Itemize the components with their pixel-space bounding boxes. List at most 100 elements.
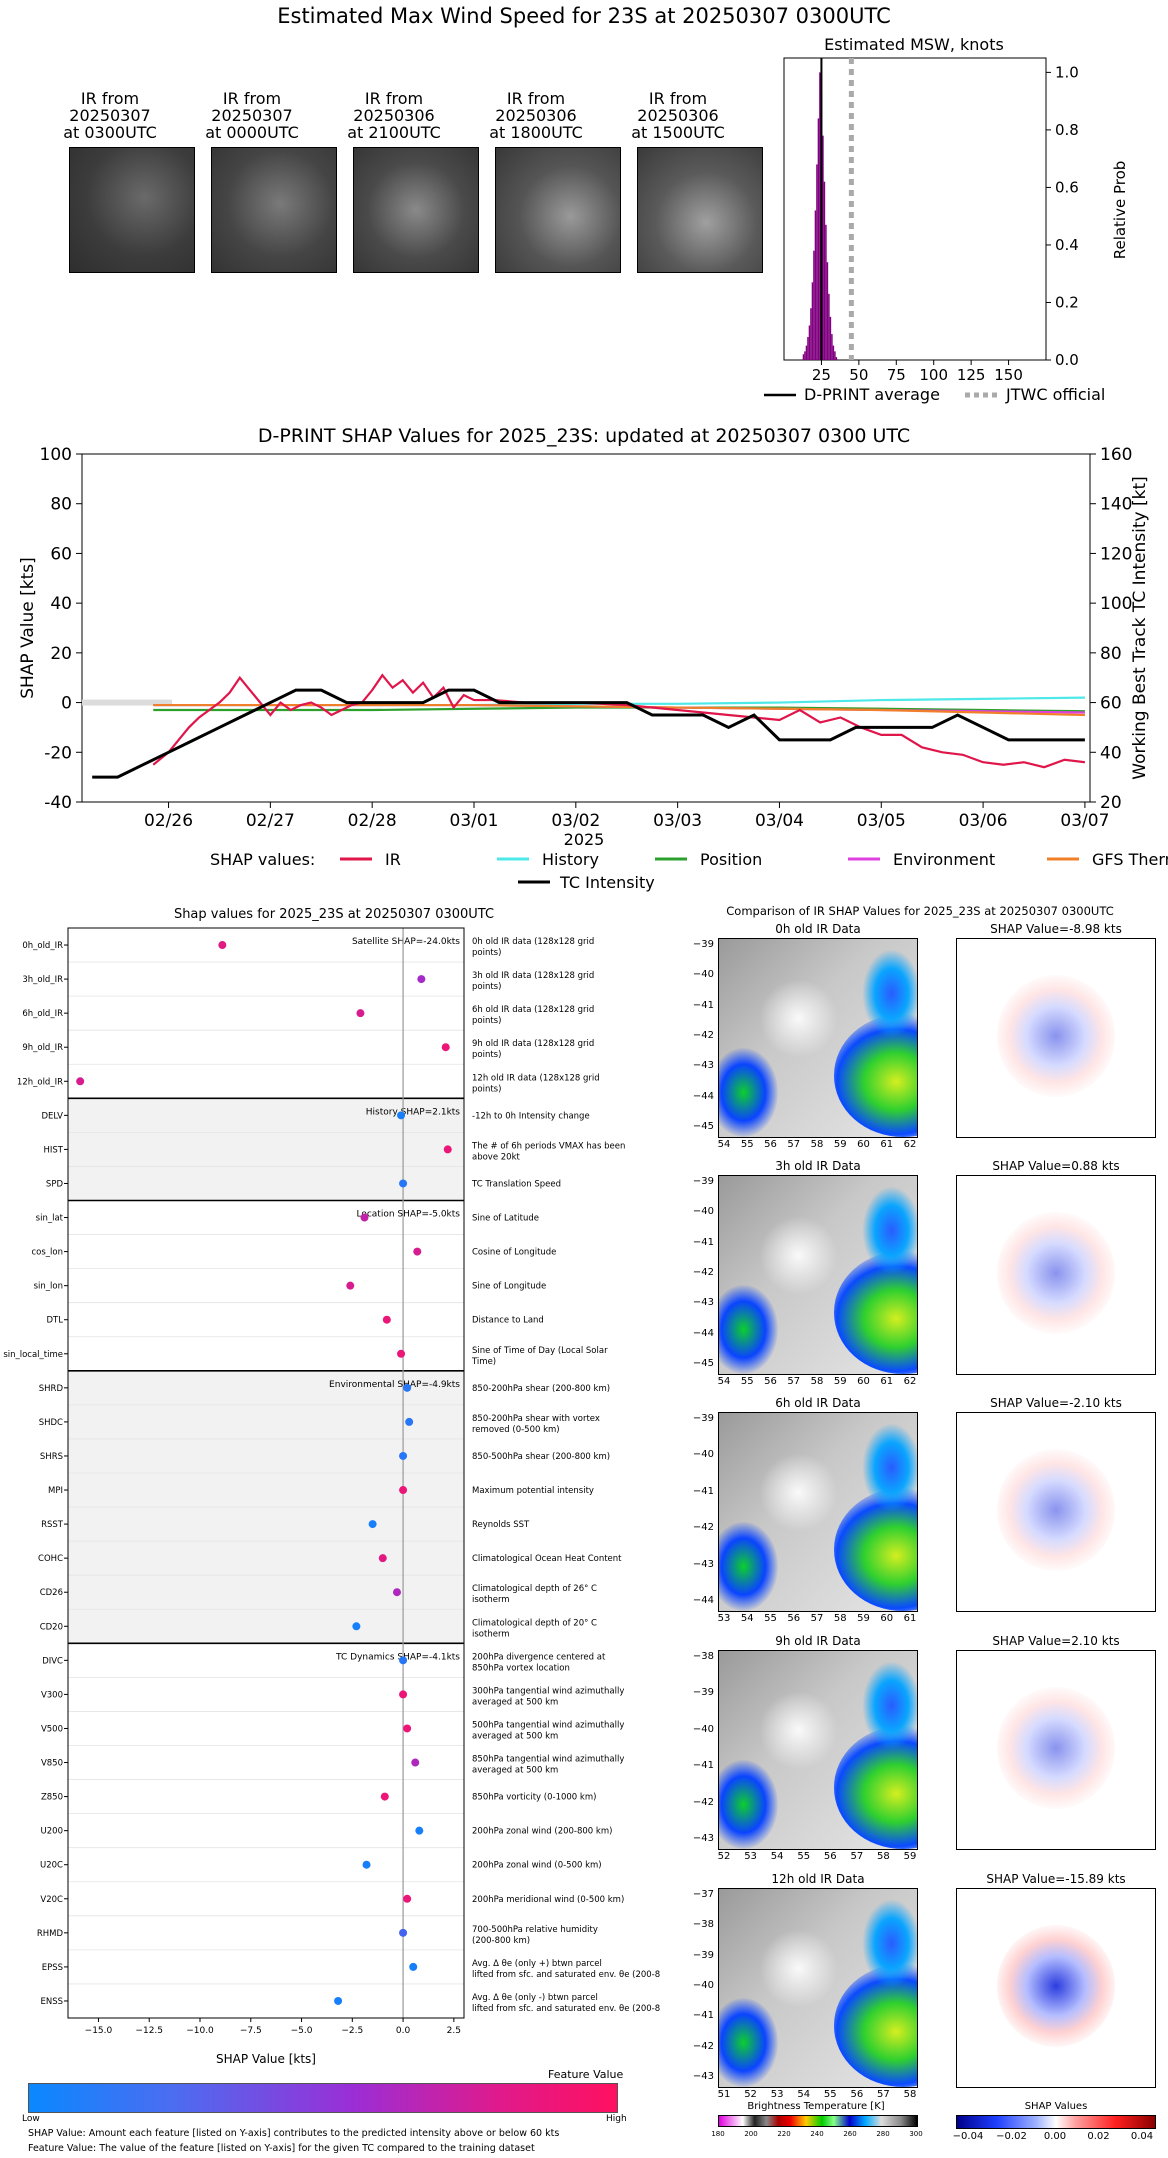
feature-name: SPD xyxy=(46,1179,64,1189)
series-line-ir xyxy=(152,673,1086,769)
ir-map-x-tick-label: 59 xyxy=(903,1851,917,1862)
shap-pattern xyxy=(996,1211,1116,1335)
shap-timeseries: D-PRINT SHAP Values for 2025_23S: update… xyxy=(18,425,1168,892)
ir-map-x-tick-label: 56 xyxy=(764,1376,777,1387)
ir-map-x-tick-label: 58 xyxy=(810,1376,824,1387)
feature-description: (200-800 km) xyxy=(472,1936,530,1946)
feature-description: removed (0-500 km) xyxy=(472,1425,560,1435)
ir-map-x-tick-label: 53 xyxy=(717,1613,731,1624)
feature-name: sin_local_time xyxy=(3,1350,63,1360)
ir-caption-line: 20250307 xyxy=(211,106,293,125)
timeseries-x-tick-label: 03/01 xyxy=(450,811,499,831)
ir-map xyxy=(718,1175,918,1375)
ir-caption: IR from 20250307 at 0300UTC xyxy=(40,90,180,141)
timeseries-y-tick-label-right: 60 xyxy=(1100,694,1122,714)
feature-name: V500 xyxy=(41,1724,63,1734)
legend-label: History xyxy=(542,850,599,869)
feature-description: 850-200hPa shear (200-800 km) xyxy=(472,1384,610,1394)
ir-cloud-region xyxy=(758,978,838,1058)
bt-colorbar-label: Brightness Temperature [K] xyxy=(747,2101,885,2112)
timeseries-x-tick-label: 03/05 xyxy=(857,811,906,831)
histogram-y-ticks: 0.0 0.2 0.4 0.6 0.8 1.0 xyxy=(1046,63,1079,369)
shap-pattern xyxy=(996,974,1116,1098)
ir-image xyxy=(211,147,337,273)
ir-caption-line: IR from xyxy=(506,89,566,108)
ir-map-x-tick-label: 56 xyxy=(850,2089,864,2100)
footnote-feature: Feature Value: The value of the feature … xyxy=(28,2143,535,2154)
feature-description: 200hPa zonal wind (200-800 km) xyxy=(472,1827,612,1837)
feature-shap-point xyxy=(399,1451,408,1460)
feature-shap-point xyxy=(399,1928,408,1937)
ir-map-x-tick-label: 56 xyxy=(823,1851,837,1862)
ir-image xyxy=(353,147,479,273)
feature-value-title: Feature Value xyxy=(548,2068,624,2081)
ir-map-title: 3h old IR Data xyxy=(775,1159,861,1173)
feature-name: V300 xyxy=(41,1690,63,1700)
ir-map-y-tick-label: −43 xyxy=(692,1558,714,1570)
histogram-y-tick-label: 0.8 xyxy=(1055,121,1079,139)
ir-caption-line: IR from xyxy=(364,89,424,108)
zero-band xyxy=(82,699,172,706)
ir-map-title: 0h old IR Data xyxy=(775,922,861,936)
feature-description: 200hPa zonal wind (0-500 km) xyxy=(472,1861,602,1871)
feature-description: 200hPa divergence centered at xyxy=(472,1652,606,1662)
ir-caption-line: at 1800UTC xyxy=(489,123,583,142)
ir-cloud-region xyxy=(719,1521,779,1611)
feature-shap-point xyxy=(417,975,426,984)
feature-chart-body: Satellite SHAP=-24.0kts 0h_old_IR 0h old I… xyxy=(3,927,660,2036)
feature-description: Avg. Δ θe (only -) btwn parcel xyxy=(472,1993,598,2003)
group-shap-label: Location SHAP=-5.0kts xyxy=(356,1210,460,1220)
feature-shap-point xyxy=(413,1247,422,1256)
feature-name: CD20 xyxy=(40,1622,63,1632)
feature-name: Z850 xyxy=(41,1793,63,1803)
ir-map-y-tick-label: −43 xyxy=(692,1297,714,1309)
ir-map-x-tick-label: 58 xyxy=(810,1139,824,1150)
histogram-bar xyxy=(805,345,808,360)
legend-label: TC Intensity xyxy=(559,873,655,892)
ir-map-y-tick-label: −39 xyxy=(692,1413,714,1424)
timeseries-legend: SHAP values: IR History Position Environment… xyxy=(210,850,1168,892)
shap-pattern xyxy=(996,1686,1116,1810)
feature-value-colorbar xyxy=(28,2083,618,2113)
timeseries-xlabel: 2025 xyxy=(564,830,605,849)
feature-name: ENSS xyxy=(40,1997,63,2007)
feature-description: lifted from sfc. and saturated env. θe (… xyxy=(472,1970,660,1980)
ir-map-y-tick-label: −42 xyxy=(692,1522,714,1534)
ir-map-y-tick-label: −42 xyxy=(692,1030,714,1041)
histogram-y-tick-label: 0.0 xyxy=(1055,351,1079,369)
timeseries-lines xyxy=(82,673,1086,779)
feature-description: 500hPa tangential wind azimuthally xyxy=(472,1720,624,1730)
feature-chart-xlabel: SHAP Value [kts] xyxy=(216,2052,316,2066)
ir-map-y-tick-label: −43 xyxy=(692,2071,714,2082)
ir-map-x-tick-label: 58 xyxy=(833,1613,847,1624)
shap-map-title: SHAP Value=0.88 kts xyxy=(992,1159,1120,1173)
ir-map-y-tick-label: −41 xyxy=(692,999,714,1011)
feature-x-tick-label: −12.5 xyxy=(135,2026,163,2036)
histogram-bar xyxy=(823,181,826,360)
bt-tick-label: 240 xyxy=(810,2130,824,2138)
histogram-bar xyxy=(813,250,815,360)
feature-description: 12h old IR data (128x128 grid xyxy=(472,1073,600,1083)
legend-label: Position xyxy=(700,850,762,869)
feature-shap-point xyxy=(411,1758,420,1767)
timeseries-x-tick-label: 02/28 xyxy=(348,811,397,831)
feature-description: 0h old IR data (128x128 grid xyxy=(472,937,594,947)
comparison-title: Comparison of IR SHAP Values for 2025_23… xyxy=(726,904,1114,918)
ir-map-y-tick-label: −42 xyxy=(692,2040,714,2052)
feature-shap-point xyxy=(399,1179,408,1188)
histogram-x-tick-label: 150 xyxy=(994,366,1023,384)
feature-x-tick-label: −10.0 xyxy=(186,2026,214,2036)
ir-map-x-tick-label: 54 xyxy=(797,2089,811,2100)
ir-caption-line: at 1500UTC xyxy=(631,123,725,142)
bt-tick-label: 180 xyxy=(711,2130,725,2138)
feature-description: Cosine of Longitude xyxy=(472,1248,556,1258)
ir-map-x-tick-label: 57 xyxy=(877,2089,890,2100)
feature-description: averaged at 500 km xyxy=(472,1697,558,1707)
ir-map-y-tick-label: −40 xyxy=(692,1449,714,1461)
timeseries-frame xyxy=(81,453,1091,803)
feature-x-tick-label: −15.0 xyxy=(85,2026,113,2036)
feature-name: U20C xyxy=(40,1861,63,1871)
feature-description: Climatological Ocean Heat Content xyxy=(472,1554,622,1564)
ir-map-y-tick-label: −40 xyxy=(692,1723,714,1735)
page-title: Estimated Max Wind Speed for 23S at 2025… xyxy=(277,4,891,28)
